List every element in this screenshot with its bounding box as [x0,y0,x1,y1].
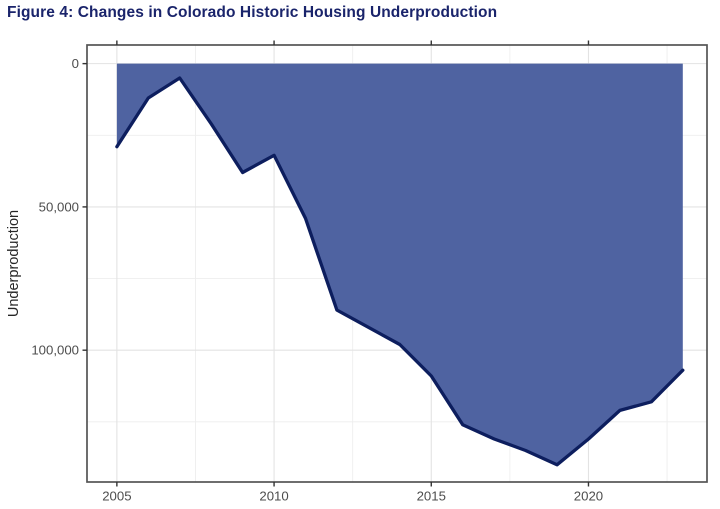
y-tick-label: 0 [72,56,79,71]
underproduction-line [115,76,685,467]
x-tick-label: 2010 [259,489,288,504]
y-tick-label: 50,000 [39,199,79,214]
x-tick-label: 2005 [102,489,131,504]
x-tick-label: 2020 [574,489,603,504]
figure-title: Figure 4: Changes in Colorado Historic H… [7,4,498,21]
y-axis-title: Underproduction [6,210,22,317]
x-tick-label: 2015 [417,489,446,504]
y-tick-label: 100,000 [31,343,79,358]
panel-border [86,44,708,483]
underproduction-area [116,63,683,465]
